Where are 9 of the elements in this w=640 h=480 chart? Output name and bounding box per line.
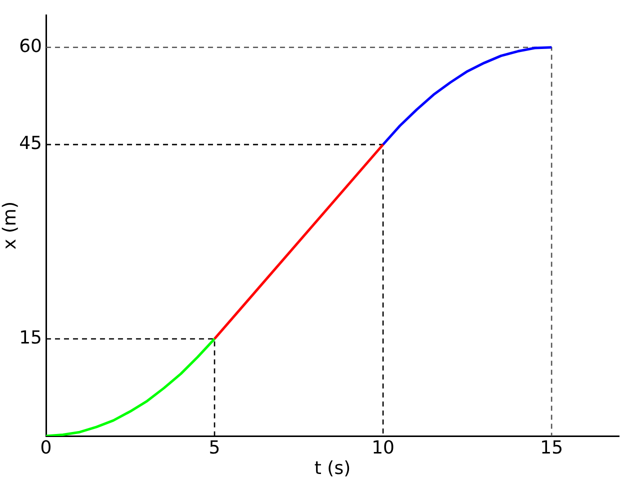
y-tick-label: 45	[19, 133, 42, 154]
y-tick-label: 60	[19, 36, 42, 58]
x-tick-label: 15	[540, 437, 564, 458]
y-axis-title: x (m)	[0, 202, 20, 250]
x-tick-label: 0	[40, 437, 52, 458]
x-axis-title: t (s)	[314, 458, 351, 479]
x-tick-label: 10	[372, 437, 395, 458]
x-tick-label: 5	[208, 437, 220, 458]
y-tick-label: 15	[19, 328, 42, 349]
